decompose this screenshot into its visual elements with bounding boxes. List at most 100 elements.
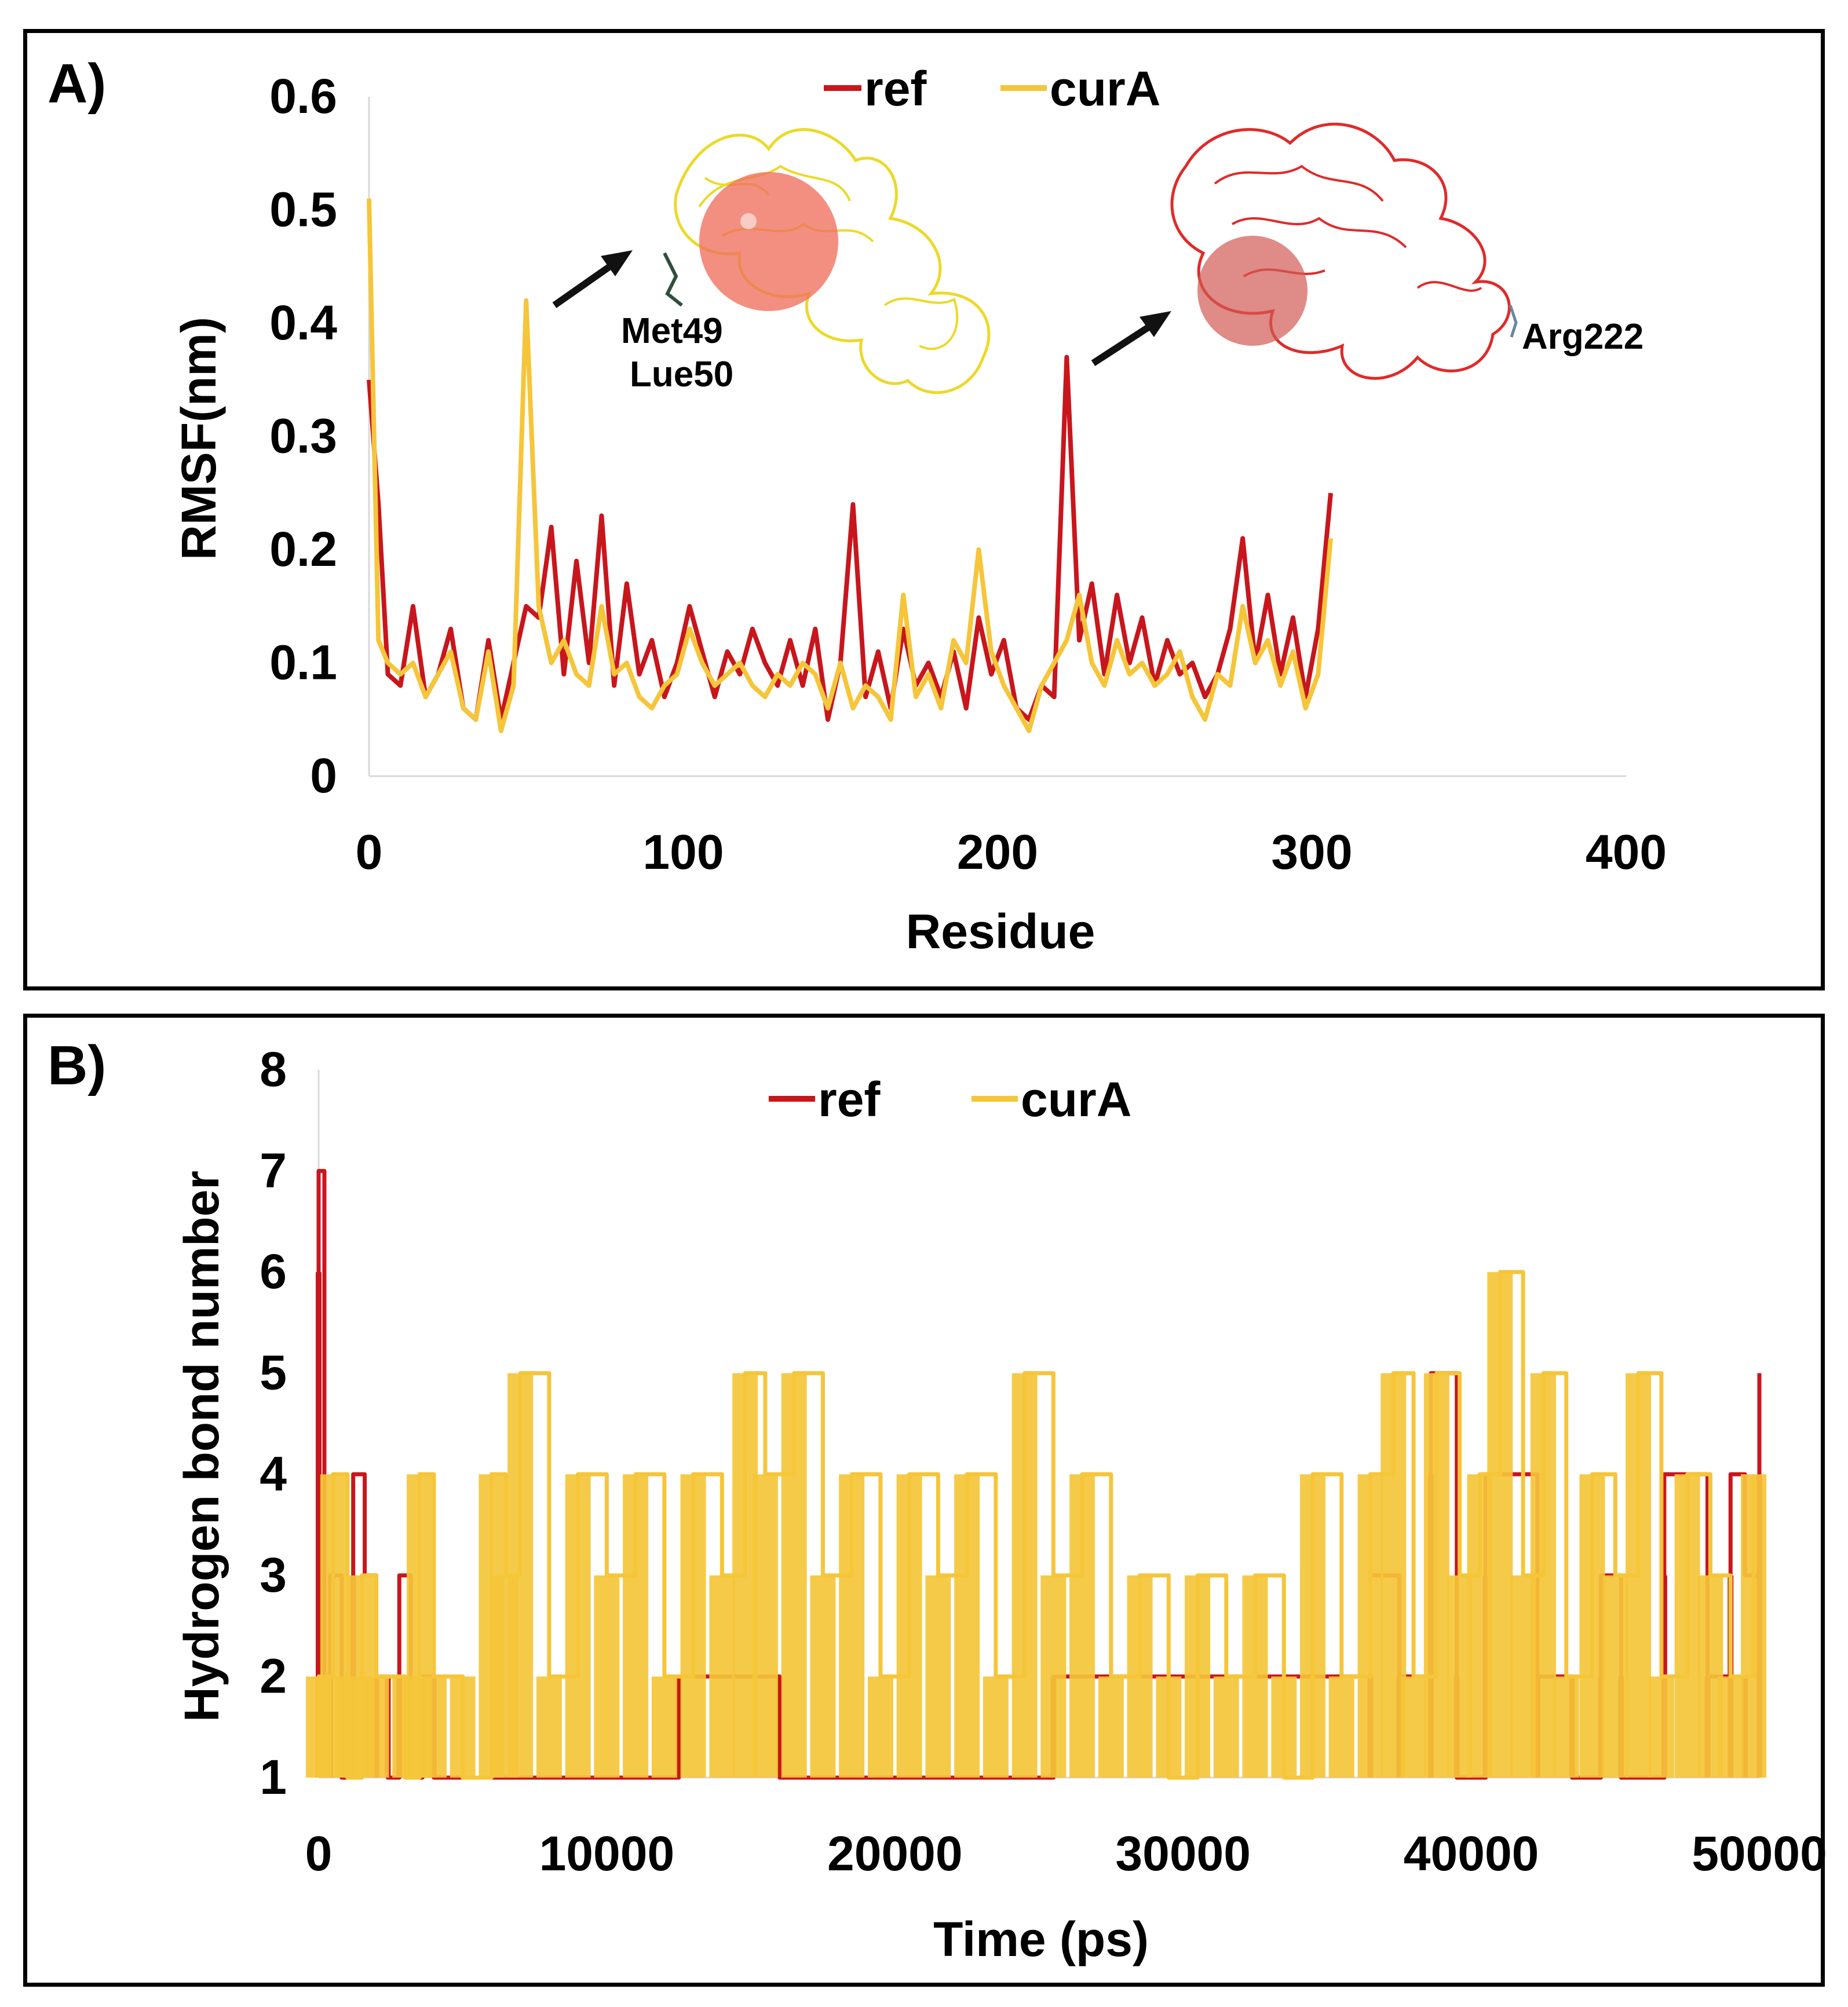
x-tick-label: 300: [1271, 825, 1352, 879]
y-tick-label: 0.1: [269, 635, 337, 690]
binding-site-sphere: [699, 172, 838, 311]
y-axis-title: Hydrogen bond number: [174, 1171, 229, 1722]
series-band-cura: [363, 1676, 389, 1778]
y-tick-label: 0.5: [269, 182, 337, 237]
y-tick-label: 0.6: [269, 69, 337, 123]
arrow-head: [601, 250, 633, 276]
panel-a: A) 0 0.1 0.2 0.3 0.4 0.5 0.6 0 100 200 300 400 Res…: [23, 29, 1825, 990]
series-band-cura: [1271, 1676, 1297, 1778]
series-band-cura: [896, 1474, 922, 1778]
series-band-cura: [1718, 1676, 1744, 1778]
panel-b: B) 1 2 3 4 5 6 7 8 0 10000 20000 30000 40000 50000 T…: [23, 1014, 1827, 1987]
y-tick-label: 4: [260, 1446, 287, 1501]
series-band-cura: [1401, 1676, 1427, 1778]
series-band-cura: [781, 1373, 807, 1778]
series-band-cura: [1487, 1272, 1513, 1778]
protein-structure-cura-image: [663, 128, 991, 394]
legend-cura-label: curA: [1050, 61, 1160, 116]
legend-cura-label: curA: [1021, 1072, 1131, 1127]
y-tick-label: 0.2: [269, 522, 337, 576]
series-band-cura: [1626, 1373, 1652, 1778]
series-band-cura: [1553, 1676, 1579, 1778]
binding-site-sphere-ref: [1197, 236, 1308, 346]
series-band-cura: [1741, 1474, 1767, 1778]
series-band-cura: [1423, 1373, 1449, 1778]
series-band-cura: [1213, 1676, 1239, 1778]
hbond-chart: B) 1 2 3 4 5 6 7 8 0 10000 20000 30000 40000 50000 T…: [48, 1034, 1827, 1966]
series-band-cura: [565, 1474, 591, 1778]
series-band-cura: [450, 1676, 476, 1778]
y-axis-title: RMSF(nm): [171, 317, 226, 560]
met49-residue-mark: [663, 252, 683, 307]
series-band-cura: [1602, 1575, 1628, 1778]
series-band-ref: [316, 1272, 322, 1778]
x-tick-label: 50000: [1692, 1826, 1827, 1881]
series-band-cura: [1069, 1474, 1095, 1778]
series-band-cura: [983, 1676, 1009, 1778]
y-tick-labels: 1 2 3 4 5 6 7 8: [260, 1042, 287, 1804]
series-band-cura: [1011, 1373, 1038, 1778]
x-tick-label: 200: [957, 825, 1038, 879]
panel-b-label: B): [48, 1034, 106, 1096]
y-tick-labels: 0 0.1 0.2 0.3 0.4 0.5 0.6: [269, 69, 337, 803]
series-band-cura: [709, 1575, 735, 1778]
series-band-cura: [1648, 1676, 1674, 1778]
x-axis-title: Time (ps): [933, 1912, 1149, 1966]
series-group: [306, 1169, 1767, 1780]
series-band-cura: [1098, 1676, 1124, 1778]
y-tick-label: 8: [260, 1042, 287, 1096]
series-band-cura: [1242, 1575, 1268, 1778]
series-band-ref: [776, 1676, 783, 1778]
y-tick-label: 2: [260, 1648, 287, 1703]
series-line-cura: [367, 198, 1334, 733]
series-band-cura: [1357, 1474, 1383, 1778]
x-tick-label: 20000: [827, 1826, 963, 1881]
x-tick-label: 10000: [539, 1826, 675, 1881]
series-band-ref: [675, 1676, 682, 1778]
arrow-to-cura-structure: [552, 262, 615, 308]
series-band-cura: [1579, 1474, 1605, 1778]
rmsf-chart: A) 0 0.1 0.2 0.3 0.4 0.5 0.6 0 100 200 300 400 Res…: [48, 53, 1667, 959]
annotation-met49: Met49: [621, 311, 723, 351]
annotation-arg222: Arg222: [1522, 317, 1644, 357]
series-band-cura: [1127, 1575, 1153, 1778]
y-tick-label: 6: [260, 1244, 287, 1299]
series-band-cura: [867, 1676, 893, 1778]
y-tick-label: 1: [260, 1750, 287, 1804]
series-group: [367, 198, 1334, 733]
series-band-cura: [1040, 1575, 1067, 1778]
series-line-ref: [367, 354, 1334, 722]
series-band-cura: [594, 1575, 620, 1778]
panel-a-label: A): [48, 53, 106, 115]
series-band-cura: [680, 1474, 706, 1778]
y-tick-label: 0.4: [269, 295, 337, 350]
arrow-to-ref-structure: [1091, 322, 1153, 367]
arrow-head: [1140, 311, 1171, 337]
y-tick-label: 0.3: [269, 409, 337, 463]
series-band-cura: [623, 1474, 649, 1778]
series-band-cura: [1300, 1474, 1326, 1778]
x-tick-label: 0: [356, 825, 383, 879]
series-band-cura: [954, 1474, 980, 1778]
series-band-cura: [1328, 1676, 1354, 1778]
x-tick-label: 0: [305, 1826, 333, 1881]
x-axis-title: Residue: [906, 904, 1095, 959]
y-tick-label: 7: [260, 1143, 287, 1198]
x-tick-label: 40000: [1404, 1826, 1539, 1881]
series-band-cura: [651, 1676, 677, 1778]
series-band-cura: [810, 1575, 836, 1778]
protein-structure-ref-image: [1170, 122, 1518, 380]
series-band-cura: [925, 1575, 951, 1778]
y-tick-label: 5: [260, 1346, 287, 1400]
series-band-cura: [1674, 1474, 1700, 1778]
series-band-cura: [507, 1373, 534, 1778]
series-band-cura: [1156, 1676, 1182, 1778]
legend-ref-label: ref: [864, 61, 927, 116]
x-tick-label: 400: [1586, 825, 1667, 879]
y-tick-label: 0: [310, 748, 337, 803]
x-tick-labels: 0 10000 20000 30000 40000 50000: [305, 1826, 1827, 1881]
series-band-cura: [839, 1474, 865, 1778]
legend-ref-label: ref: [818, 1072, 881, 1127]
arg222-residue-mark: [1509, 305, 1518, 338]
x-tick-labels: 0 100 200 300 400: [356, 825, 1667, 879]
